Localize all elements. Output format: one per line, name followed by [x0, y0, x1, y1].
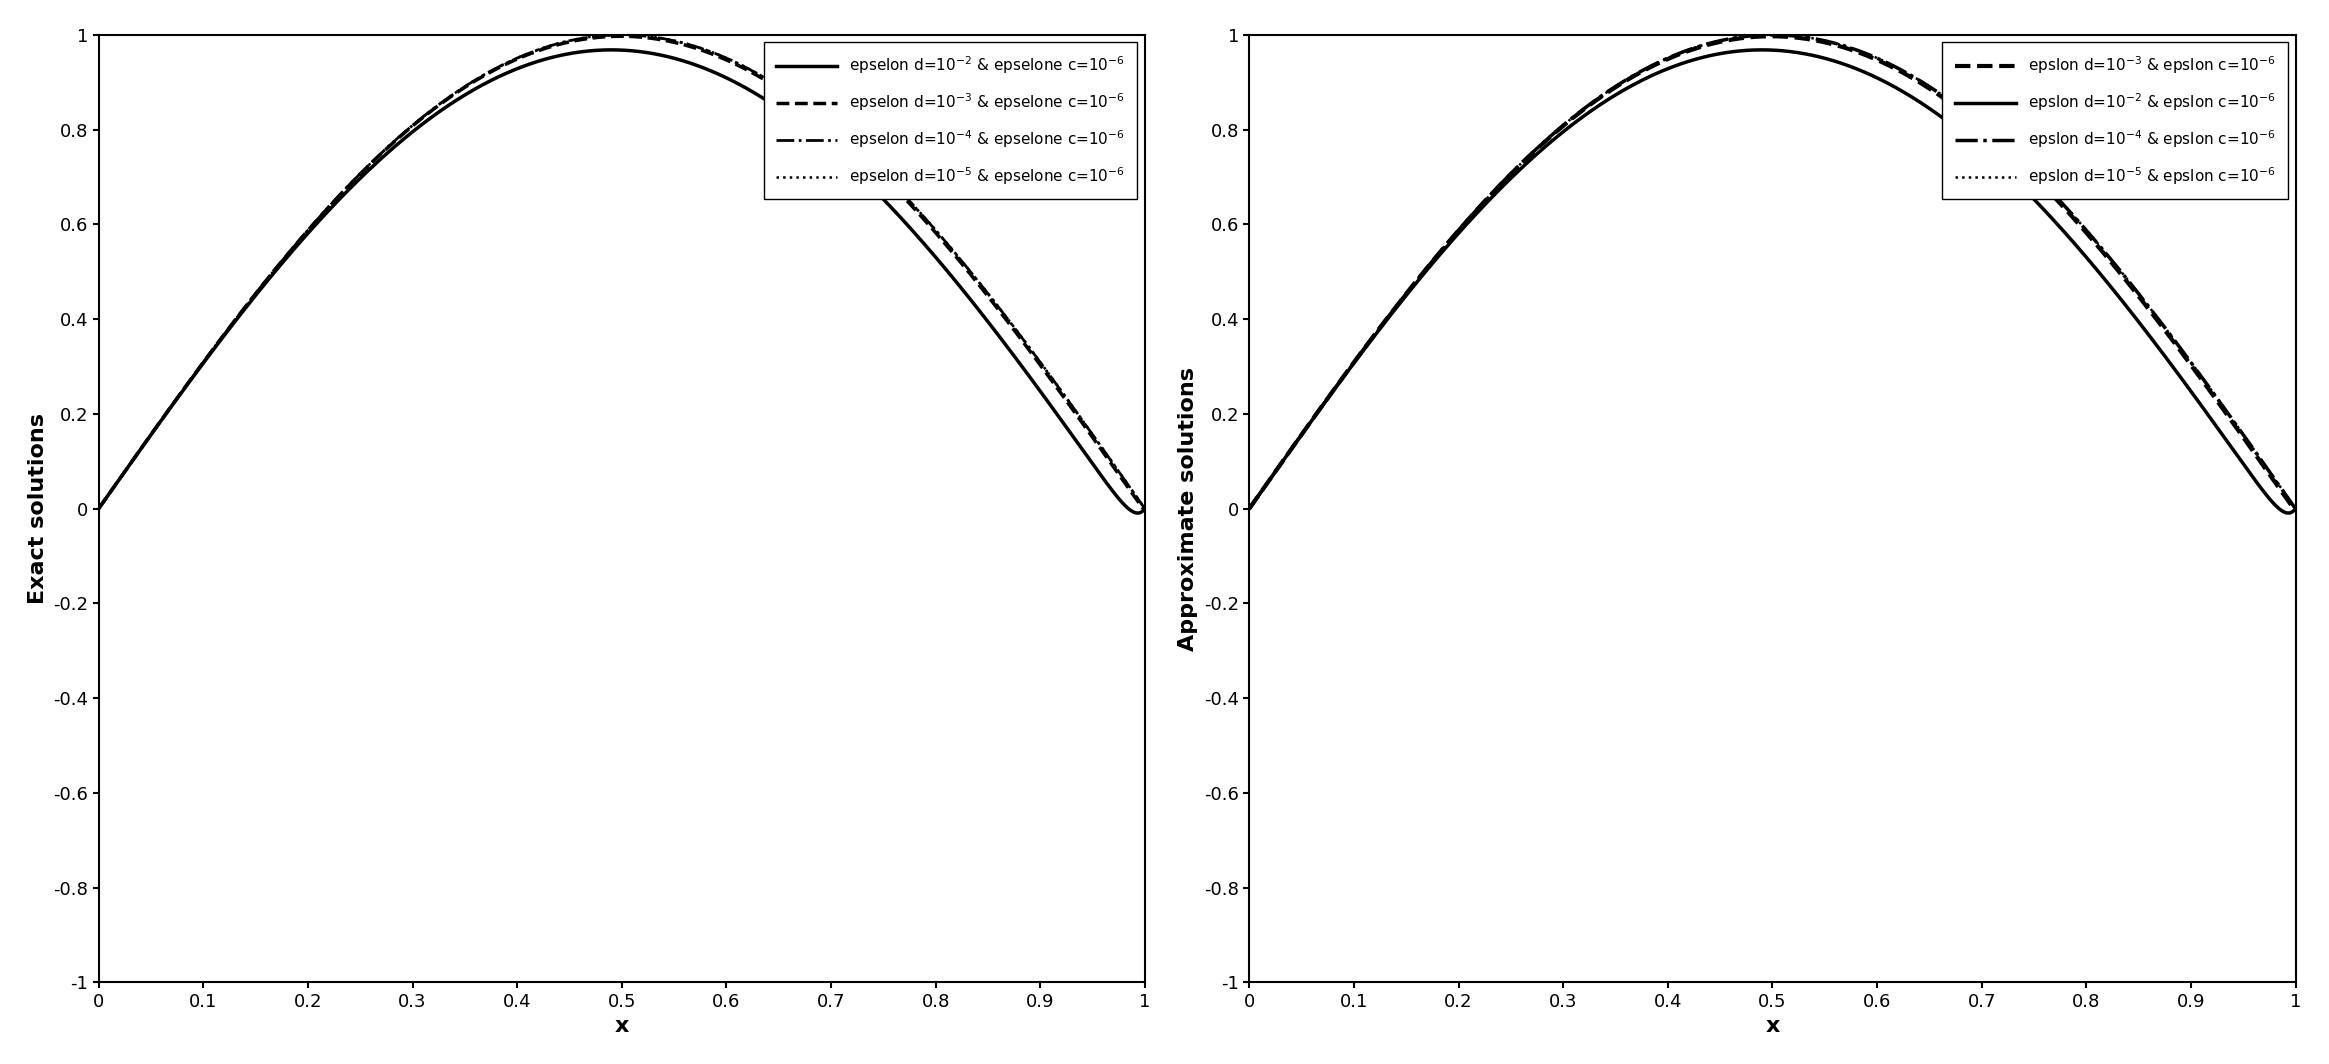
epslon d=10^-3 & epslon c=10^-6 — [1416, 256, 1444, 269]
epslon d=10^-2 & epslon c=10^-6 — [2150, 347, 2178, 360]
Line: epselon d=10^-3 & epselone c=10^-6: epselon d=10^-3 & epselone c=10^-6 — [98, 36, 1146, 509]
epslon d=10^-2 & epslon c=10^-6 — [1637, 70, 1665, 83]
epslon d=10^-3 & epslon c=10^-6 — [2261, 477, 2289, 489]
epslon d=10^-2 & epslon c=10^-6 — [1682, 53, 1709, 66]
epselon d=10^-3 & epselone c=10^-6 — [487, 61, 515, 73]
epselon d=10^-3 & epselone c=10^-6 — [999, 321, 1027, 334]
- . epslon d=10^-4 & epslon c=10^-6 — [1637, 60, 1665, 72]
epslon d=10^-3 & epslon c=10^-6 — [2150, 321, 2178, 334]
epselon d=10^-2 & epselone c=10^-6 — [1123, 506, 1151, 519]
....... epselon d=10^-5 & epselone c=10^-6 — [1111, 473, 1139, 486]
epselon d=10^-2 & epselone c=10^-6 — [1132, 502, 1160, 515]
epslon d=10^-2 & epslon c=10^-6 — [1234, 502, 1262, 515]
X-axis label: x: x — [615, 1016, 629, 1036]
epslon d=10^-2 & epslon c=10^-6 — [1749, 44, 1777, 56]
Line: epslon d=10^-3 & epslon c=10^-6: epslon d=10^-3 & epslon c=10^-6 — [1248, 36, 2296, 509]
epslon d=10^-3 & epslon c=10^-6 — [1758, 30, 1786, 43]
....... epselon d=10^-5 & epselone c=10^-6 — [84, 502, 112, 515]
epslon d=10^-2 & epslon c=10^-6 — [1416, 259, 1444, 271]
- . epslon d=10^-4 & epslon c=10^-6 — [1416, 256, 1444, 269]
epselon d=10^-2 & epselone c=10^-6 — [266, 259, 293, 271]
Line: ........ epslon d=10^-5 & epslon c=10^-6: ........ epslon d=10^-5 & epslon c=10^-6 — [1248, 35, 2296, 509]
Line: - . epselon d=10^-4 & epselone c=10^-6: - . epselon d=10^-4 & epselone c=10^-6 — [98, 35, 1146, 509]
epselon d=10^-3 & epselone c=10^-6 — [608, 30, 636, 43]
........ epslon d=10^-5 & epslon c=10^-6 — [1682, 40, 1709, 53]
epselon d=10^-2 & epselone c=10^-6 — [531, 53, 559, 66]
- . epslon d=10^-4 & epslon c=10^-6 — [1355, 336, 1383, 349]
epselon d=10^-2 & epselone c=10^-6 — [487, 70, 515, 83]
- . epselon d=10^-4 & epselone c=10^-6 — [999, 318, 1027, 331]
Legend: epselon d=10$^{-2}$ & epselone c=10$^{-6}$, epselon d=10$^{-3}$ & epselone c=10$: epselon d=10$^{-2}$ & epselone c=10$^{-6… — [764, 43, 1137, 199]
- . epselon d=10^-4 & epselone c=10^-6 — [1132, 502, 1160, 515]
Y-axis label: Exact solutions: Exact solutions — [28, 413, 49, 604]
Line: ....... epselon d=10^-5 & epselone c=10^-6: ....... epselon d=10^-5 & epselone c=10^… — [98, 35, 1146, 509]
- . epselon d=10^-4 & epselone c=10^-6 — [205, 336, 233, 349]
....... epselon d=10^-5 & epselone c=10^-6 — [205, 336, 233, 349]
epselon d=10^-2 & epselone c=10^-6 — [1111, 499, 1139, 512]
........ epslon d=10^-5 & epslon c=10^-6 — [1355, 336, 1383, 349]
- . epselon d=10^-4 & epselone c=10^-6 — [1111, 473, 1139, 486]
epslon d=10^-3 & epslon c=10^-6 — [1637, 61, 1665, 73]
Line: epselon d=10^-2 & epselone c=10^-6: epselon d=10^-2 & epselone c=10^-6 — [98, 50, 1146, 513]
epslon d=10^-3 & epslon c=10^-6 — [2282, 502, 2310, 515]
epselon d=10^-3 & epselone c=10^-6 — [1132, 502, 1160, 515]
- . epselon d=10^-4 & epselone c=10^-6 — [84, 502, 112, 515]
epselon d=10^-2 & epselone c=10^-6 — [205, 337, 233, 350]
........ epslon d=10^-5 & epslon c=10^-6 — [2282, 502, 2310, 515]
X-axis label: x: x — [1765, 1016, 1779, 1036]
Legend: epslon d=10$^{-3}$ & epslon c=10$^{-6}$, epslon d=10$^{-2}$ & epslon c=10$^{-6}$: epslon d=10$^{-3}$ & epslon c=10$^{-6}$,… — [1942, 43, 2287, 199]
epslon d=10^-3 & epslon c=10^-6 — [1682, 41, 1709, 54]
- . epslon d=10^-4 & epslon c=10^-6 — [1682, 41, 1709, 54]
- . epslon d=10^-4 & epslon c=10^-6 — [1758, 29, 1786, 41]
....... epselon d=10^-5 & epselone c=10^-6 — [1132, 502, 1160, 515]
- . epslon d=10^-4 & epslon c=10^-6 — [2150, 318, 2178, 331]
....... epselon d=10^-5 & epselone c=10^-6 — [608, 29, 636, 41]
........ epslon d=10^-5 & epslon c=10^-6 — [1416, 256, 1444, 269]
epslon d=10^-3 & epslon c=10^-6 — [1234, 502, 1262, 515]
epselon d=10^-3 & epselone c=10^-6 — [205, 336, 233, 349]
epselon d=10^-2 & epselone c=10^-6 — [599, 44, 627, 56]
epselon d=10^-3 & epselone c=10^-6 — [84, 502, 112, 515]
epselon d=10^-3 & epselone c=10^-6 — [1111, 477, 1139, 489]
....... epselon d=10^-5 & epselone c=10^-6 — [266, 256, 293, 269]
- . epselon d=10^-4 & epselone c=10^-6 — [608, 29, 636, 41]
........ epslon d=10^-5 & epslon c=10^-6 — [1758, 29, 1786, 41]
Line: epslon d=10^-2 & epslon c=10^-6: epslon d=10^-2 & epslon c=10^-6 — [1248, 50, 2296, 513]
Y-axis label: Approximate solutions: Approximate solutions — [1178, 366, 1199, 650]
Line: - . epslon d=10^-4 & epslon c=10^-6: - . epslon d=10^-4 & epslon c=10^-6 — [1248, 35, 2296, 509]
epselon d=10^-3 & epselone c=10^-6 — [1130, 502, 1158, 515]
........ epslon d=10^-5 & epslon c=10^-6 — [2261, 473, 2289, 486]
epslon d=10^-2 & epslon c=10^-6 — [2261, 499, 2289, 512]
epselon d=10^-3 & epselone c=10^-6 — [531, 41, 559, 54]
epslon d=10^-3 & epslon c=10^-6 — [2280, 502, 2308, 515]
....... epselon d=10^-5 & epselone c=10^-6 — [999, 318, 1027, 331]
- . epselon d=10^-4 & epselone c=10^-6 — [531, 41, 559, 54]
- . epslon d=10^-4 & epslon c=10^-6 — [2261, 473, 2289, 486]
epslon d=10^-3 & epslon c=10^-6 — [1355, 336, 1383, 349]
....... epselon d=10^-5 & epselone c=10^-6 — [531, 40, 559, 53]
........ epslon d=10^-5 & epslon c=10^-6 — [1637, 60, 1665, 72]
........ epslon d=10^-5 & epslon c=10^-6 — [1234, 502, 1262, 515]
....... epselon d=10^-5 & epselone c=10^-6 — [487, 60, 515, 72]
........ epslon d=10^-5 & epslon c=10^-6 — [2150, 318, 2178, 331]
epselon d=10^-3 & epselone c=10^-6 — [266, 256, 293, 269]
- . epselon d=10^-4 & epselone c=10^-6 — [266, 256, 293, 269]
epslon d=10^-2 & epslon c=10^-6 — [1355, 337, 1383, 350]
epslon d=10^-2 & epslon c=10^-6 — [2282, 502, 2310, 515]
epslon d=10^-2 & epslon c=10^-6 — [2273, 506, 2301, 519]
- . epslon d=10^-4 & epslon c=10^-6 — [1234, 502, 1262, 515]
epselon d=10^-2 & epselone c=10^-6 — [84, 502, 112, 515]
- . epselon d=10^-4 & epselone c=10^-6 — [487, 60, 515, 72]
- . epslon d=10^-4 & epslon c=10^-6 — [2282, 502, 2310, 515]
epselon d=10^-2 & epselone c=10^-6 — [999, 347, 1027, 360]
